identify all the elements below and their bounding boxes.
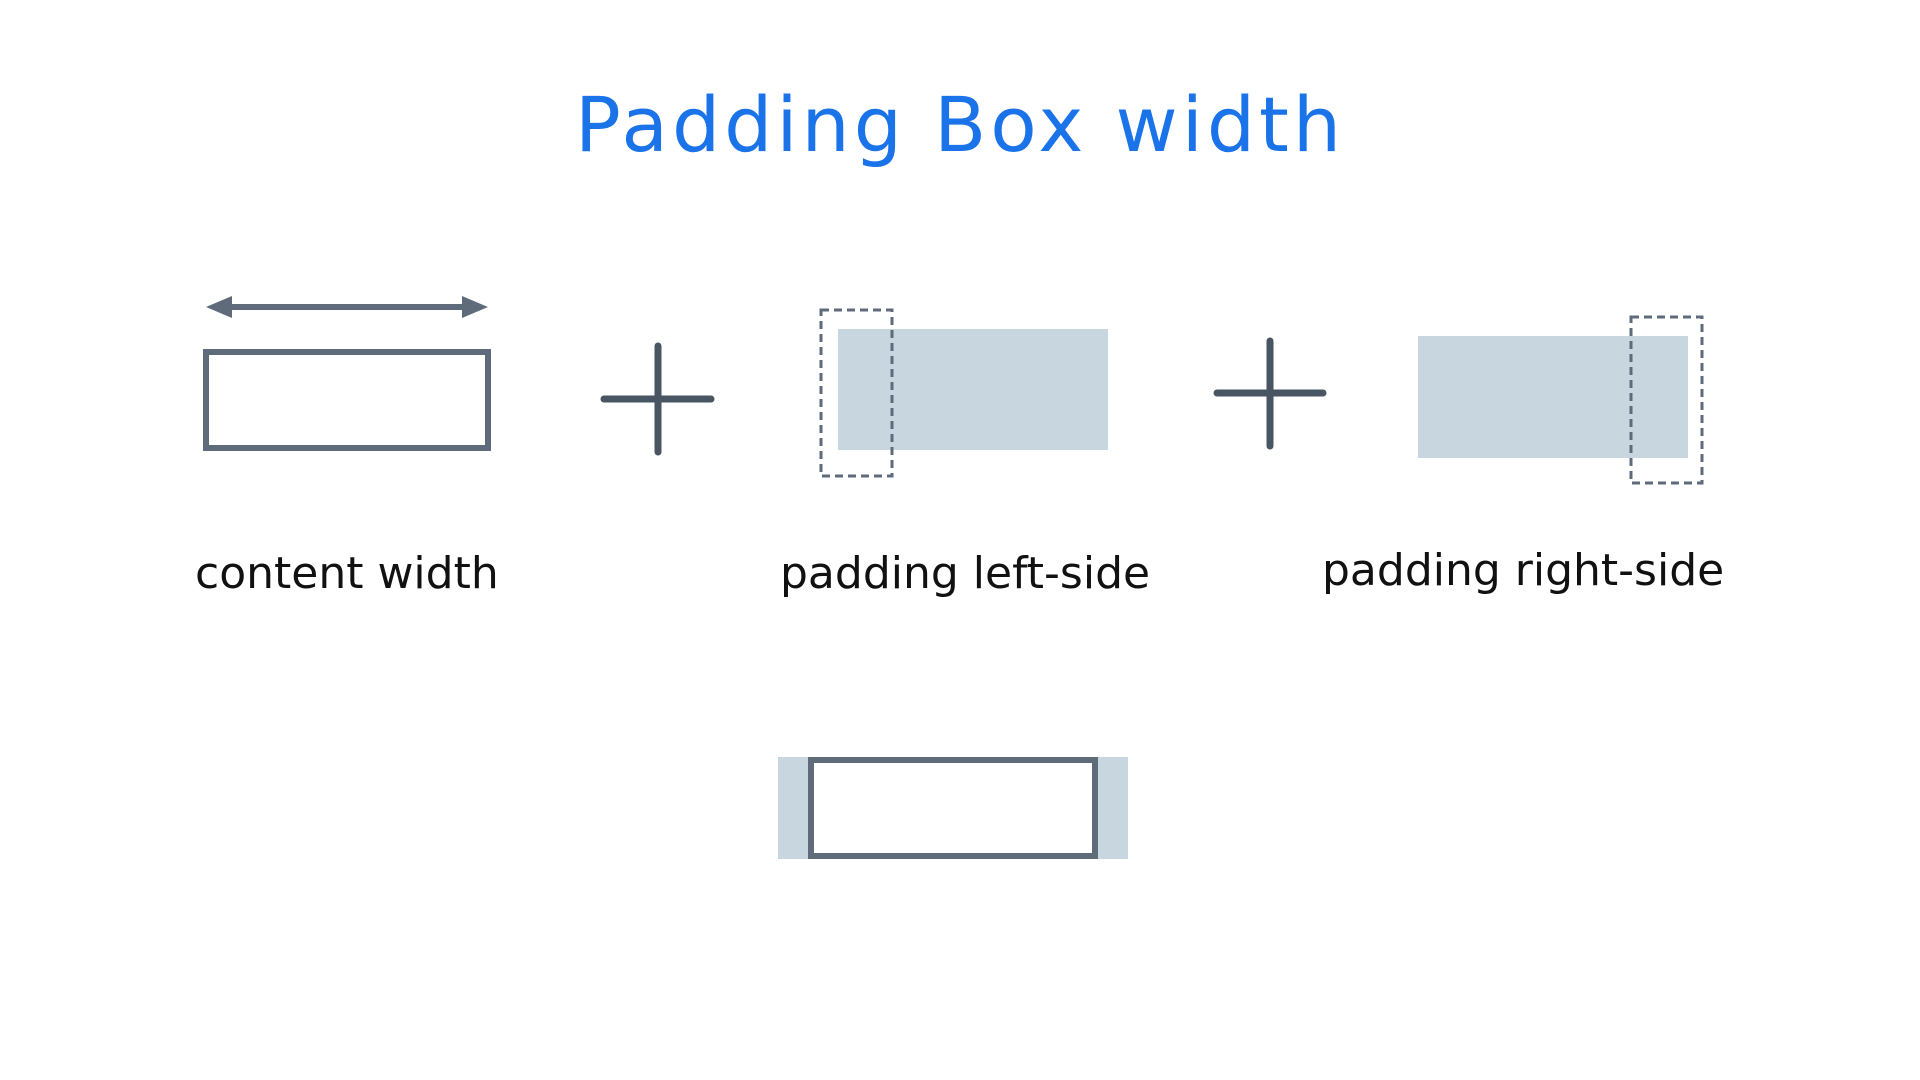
padding-box-fill xyxy=(1418,336,1688,458)
padding-right-figure xyxy=(1418,315,1704,485)
padding-box-fill xyxy=(838,329,1108,450)
plus-icon xyxy=(600,342,715,456)
padding-left-label: padding left-side xyxy=(780,548,1151,599)
slide-title: Padding Box width xyxy=(574,80,1346,169)
padding-right-label: padding right-side xyxy=(1322,545,1725,596)
padding-right-highlight xyxy=(1629,315,1704,485)
padding-right-strip xyxy=(1096,757,1128,859)
plus-icon xyxy=(1213,337,1327,450)
padding-box-result xyxy=(778,757,1128,859)
content-box xyxy=(203,349,491,451)
padding-left-strip xyxy=(778,757,808,859)
content-box xyxy=(808,757,1098,859)
double-arrow-icon xyxy=(206,296,488,318)
content-width-figure xyxy=(203,296,491,451)
content-width-label: content width xyxy=(195,548,499,599)
padding-left-highlight xyxy=(819,308,894,478)
padding-left-figure xyxy=(819,308,1108,478)
